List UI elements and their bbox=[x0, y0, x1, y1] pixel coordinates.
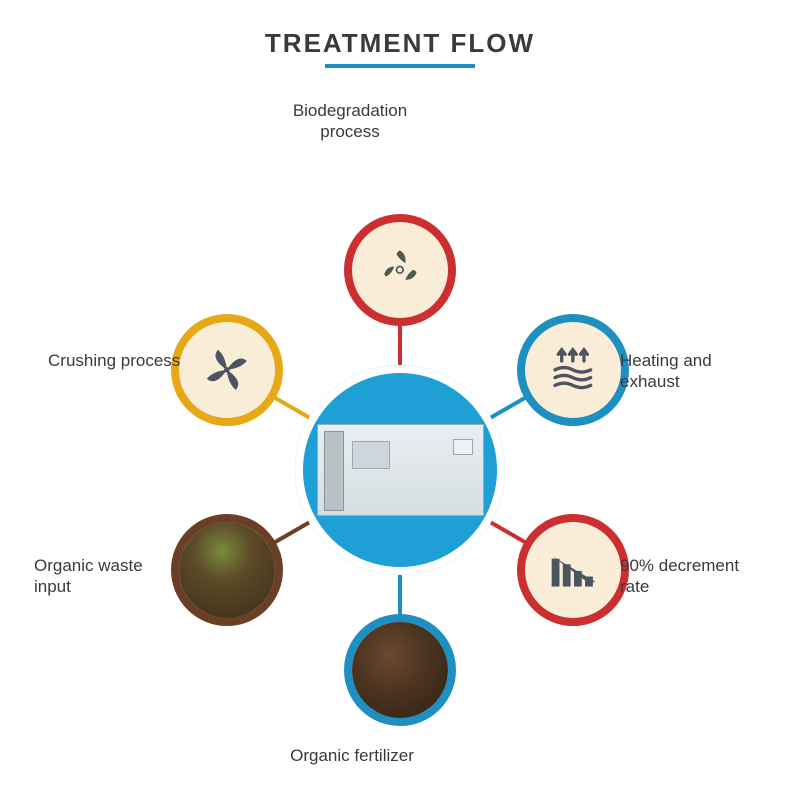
heat-arrows-icon bbox=[545, 342, 601, 398]
declining-bars-icon bbox=[545, 542, 601, 598]
node-biodegradation bbox=[344, 214, 456, 326]
diagram-canvas bbox=[120, 190, 680, 750]
node-decrement bbox=[517, 514, 629, 626]
node-fertilizer bbox=[344, 614, 456, 726]
waste-input-texture bbox=[179, 522, 275, 618]
label-heating: Heating and exhaust bbox=[620, 350, 760, 393]
spoke-waste-input bbox=[270, 523, 309, 546]
node-waste-input bbox=[171, 514, 283, 626]
page-title: TREATMENT FLOW bbox=[0, 28, 800, 59]
machine-icon bbox=[317, 424, 484, 516]
label-biodegradation: Biodegradation process bbox=[280, 100, 420, 143]
fan-blades-icon bbox=[199, 342, 255, 398]
node-crushing bbox=[171, 314, 283, 426]
label-waste-input: Organic waste input bbox=[34, 555, 174, 598]
node-heating bbox=[517, 314, 629, 426]
spoke-crushing bbox=[270, 395, 309, 418]
label-decrement: 90% decrement rate bbox=[620, 555, 760, 598]
center-circle bbox=[295, 365, 505, 575]
label-crushing: Crushing process bbox=[48, 350, 180, 371]
recycle-leaves-icon bbox=[372, 242, 428, 298]
title-underline bbox=[325, 64, 475, 68]
fertilizer-texture bbox=[352, 622, 448, 718]
label-fertilizer: Organic fertilizer bbox=[290, 745, 414, 766]
